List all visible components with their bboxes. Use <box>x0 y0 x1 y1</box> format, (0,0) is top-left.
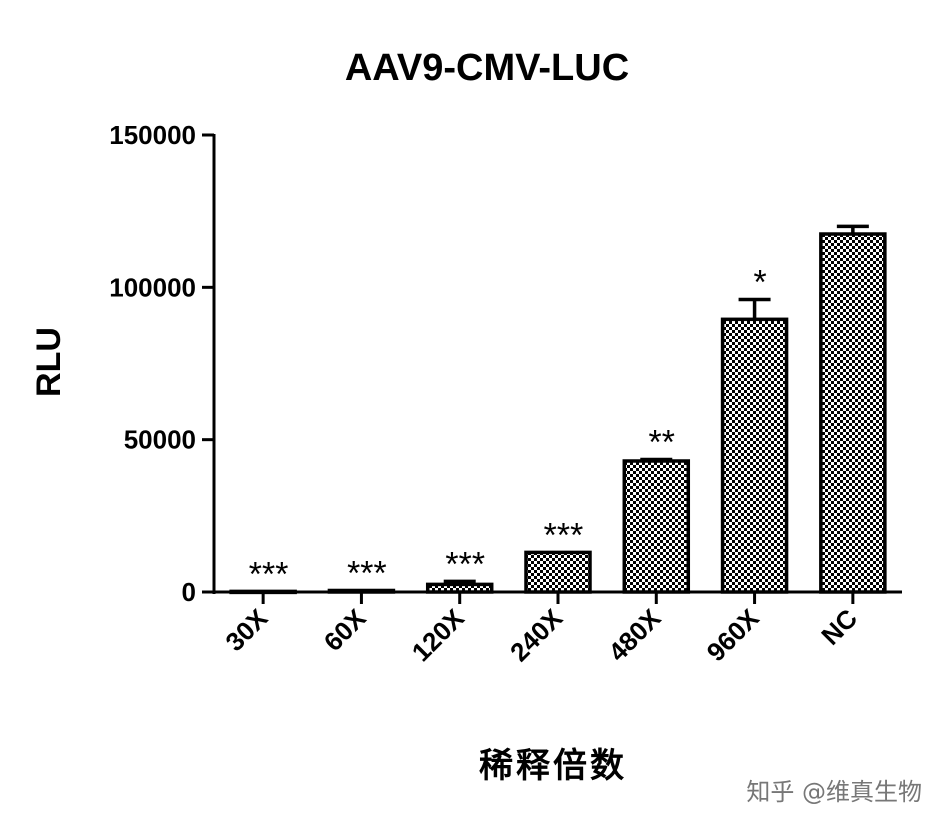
y-tick-label: 100000 <box>109 272 196 302</box>
x-tick-label: NC <box>815 603 863 651</box>
y-tick-label: 50000 <box>124 425 196 455</box>
x-axis-label: 稀释倍数 <box>479 746 627 786</box>
x-tick-label: 60X <box>318 603 372 657</box>
y-tick-label: 0 <box>182 577 196 607</box>
plot-area: 050000100000150000***30X***60X***120X***… <box>109 120 887 668</box>
x-tick-label: 30X <box>219 603 273 657</box>
significance-label: ** <box>647 423 675 461</box>
bar <box>524 550 592 594</box>
significance-label: *** <box>542 516 583 554</box>
watermark: 知乎 @维真生物 <box>746 778 922 806</box>
significance-label: *** <box>247 555 288 593</box>
bar <box>720 317 789 594</box>
x-tick-label: 960X <box>701 603 766 668</box>
significance-label: *** <box>444 545 485 583</box>
x-tick-label: 120X <box>406 603 471 668</box>
chart-title: AAV9-CMV-LUC <box>345 47 629 89</box>
x-tick-label: 240X <box>504 603 569 668</box>
bar <box>622 459 691 594</box>
y-tick-label: 150000 <box>109 120 196 150</box>
x-tick-label: 480X <box>602 603 667 668</box>
y-axis-label: RLU <box>30 327 68 397</box>
significance-label: *** <box>346 554 387 592</box>
bar <box>819 232 887 594</box>
significance-label: * <box>752 264 767 302</box>
